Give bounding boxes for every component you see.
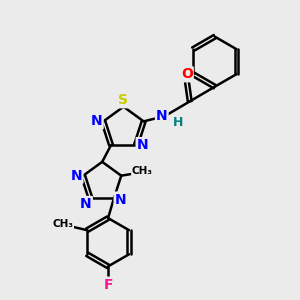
Text: O: O	[181, 67, 193, 81]
Text: N: N	[115, 193, 126, 206]
Text: N: N	[91, 114, 103, 128]
Text: N: N	[156, 109, 168, 123]
Text: CH₃: CH₃	[52, 219, 73, 229]
Text: N: N	[136, 138, 148, 152]
Text: F: F	[103, 278, 113, 292]
Text: S: S	[118, 93, 128, 107]
Text: CH₃: CH₃	[132, 166, 153, 176]
Text: N: N	[80, 197, 92, 211]
Text: H: H	[173, 116, 183, 128]
Text: N: N	[71, 169, 82, 183]
